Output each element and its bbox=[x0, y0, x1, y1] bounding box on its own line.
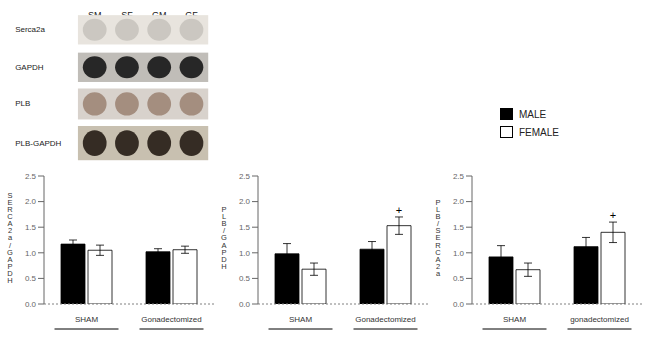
svg-text:+: + bbox=[396, 204, 402, 216]
svg-text:0.0: 0.0 bbox=[453, 300, 465, 309]
svg-text:1.5: 1.5 bbox=[25, 223, 37, 232]
svg-text:0.0: 0.0 bbox=[239, 300, 251, 309]
svg-text:1.0: 1.0 bbox=[25, 249, 37, 258]
html-text:P L B / G A P D H: P L B / G A P D H bbox=[221, 204, 227, 271]
svg-text:2.0: 2.0 bbox=[239, 197, 251, 206]
svg-text:PLB-GAPDH: PLB-GAPDH bbox=[15, 139, 61, 148]
svg-text:SHAM: SHAM bbox=[289, 315, 312, 324]
svg-text:2.0: 2.0 bbox=[453, 197, 465, 206]
svg-text:2.5: 2.5 bbox=[239, 172, 251, 181]
svg-text:0.5: 0.5 bbox=[25, 274, 37, 283]
svg-text:GM: GM bbox=[151, 9, 167, 20]
svg-text:SF: SF bbox=[121, 9, 133, 20]
svg-text:1.0: 1.0 bbox=[453, 249, 465, 258]
svg-text:SHAM: SHAM bbox=[75, 315, 98, 324]
svg-text:GF: GF bbox=[185, 9, 198, 20]
svg-text:0.0: 0.0 bbox=[25, 300, 37, 309]
svg-text:1.0: 1.0 bbox=[239, 249, 251, 258]
html-text:S E R C A 2 a / G A P D H: S E R C A 2 a / G A P D H bbox=[7, 190, 13, 286]
svg-text:2.5: 2.5 bbox=[453, 172, 465, 181]
svg-text:0.5: 0.5 bbox=[239, 274, 251, 283]
svg-text:1.5: 1.5 bbox=[453, 223, 465, 232]
svg-text:SM: SM bbox=[87, 9, 102, 20]
svg-text:1.5: 1.5 bbox=[239, 223, 251, 232]
svg-text:+: + bbox=[610, 209, 616, 221]
svg-text:2.5: 2.5 bbox=[25, 172, 37, 181]
svg-text:GAPDH: GAPDH bbox=[15, 63, 44, 72]
svg-text:gonadectomized: gonadectomized bbox=[570, 315, 629, 324]
svg-text:Gonadectomized: Gonadectomized bbox=[141, 315, 201, 324]
svg-text:SHAM: SHAM bbox=[503, 315, 526, 324]
svg-text:0.5: 0.5 bbox=[453, 274, 465, 283]
svg-text:PLB: PLB bbox=[15, 99, 30, 108]
svg-text:Gonadectomized: Gonadectomized bbox=[355, 315, 415, 324]
html-text:MALE: MALE bbox=[519, 108, 547, 120]
svg-text:Serca2a: Serca2a bbox=[15, 25, 45, 34]
html-text:P L B / S E R C A 2 a: P L B / S E R C A 2 a bbox=[435, 197, 441, 279]
svg-text:2.0: 2.0 bbox=[25, 197, 37, 206]
html-text:FEMALE: FEMALE bbox=[519, 126, 559, 138]
